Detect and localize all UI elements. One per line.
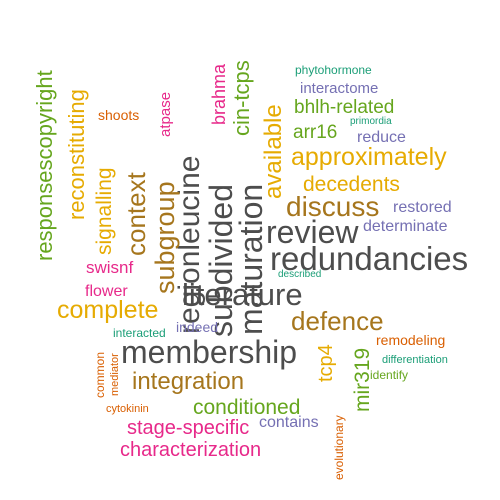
word-available: available	[260, 104, 287, 199]
word-maturation: maturation	[233, 183, 269, 335]
word-discuss: discuss	[286, 191, 380, 222]
word-common: common	[93, 351, 107, 398]
word-responsescopyright: responsescopyright	[32, 70, 57, 261]
word-remodeling: remodeling	[376, 332, 446, 348]
word-subgroup: subgroup	[150, 181, 180, 294]
word-complete: complete	[57, 296, 159, 324]
word-interactome: interactome	[300, 80, 379, 97]
word-decedents: decedents	[303, 173, 400, 196]
word-characterization: characterization	[120, 439, 262, 461]
word-described: described	[278, 269, 322, 280]
word-determinate: determinate	[363, 218, 448, 235]
word-restored: restored	[393, 199, 452, 216]
word-reconstituting: reconstituting	[64, 89, 89, 220]
word-subdivided: subdivided	[203, 184, 239, 337]
word-shoots: shoots	[98, 107, 140, 123]
word-identify: identify	[370, 368, 409, 382]
word-approximately: approximately	[291, 143, 447, 171]
word-redundancies: redundancies	[270, 240, 469, 277]
word-integration: integration	[132, 368, 245, 395]
word-indeed: indeed	[176, 319, 219, 335]
word-contains: contains	[259, 414, 319, 431]
word-brahma: brahma	[209, 63, 229, 125]
word-tcp4: tcp4	[315, 344, 337, 382]
word-bhlh-related: bhlh-related	[294, 97, 395, 118]
word-atpase: atpase	[157, 91, 174, 137]
word-signalling: signalling	[93, 167, 116, 255]
word-arr16: arr16	[293, 122, 338, 143]
word-cytokinin: cytokinin	[106, 403, 149, 415]
word-review: review	[266, 214, 359, 250]
word-context: context	[121, 172, 151, 256]
word-membership: membership	[121, 334, 298, 370]
word-differentiation: differentiation	[382, 354, 448, 366]
word-interacted: interacted	[113, 326, 166, 340]
word-evolutionary: evolutionary	[332, 415, 346, 480]
word-swisnf: swisnf	[86, 258, 134, 277]
word-flower: flower	[85, 283, 128, 300]
word-literature: literature	[182, 277, 303, 312]
word-phytohormone: phytohormone	[295, 63, 372, 77]
word-stage-specific: stage-specific	[127, 417, 250, 439]
word-conditioned: conditioned	[193, 396, 301, 419]
word-primordia: primordia	[350, 116, 392, 127]
word-mediator: mediator	[109, 353, 121, 396]
word-cin-tcps: cin-tcps	[229, 60, 254, 136]
word-reduce: reduce	[357, 129, 406, 146]
word-defence: defence	[291, 306, 384, 336]
